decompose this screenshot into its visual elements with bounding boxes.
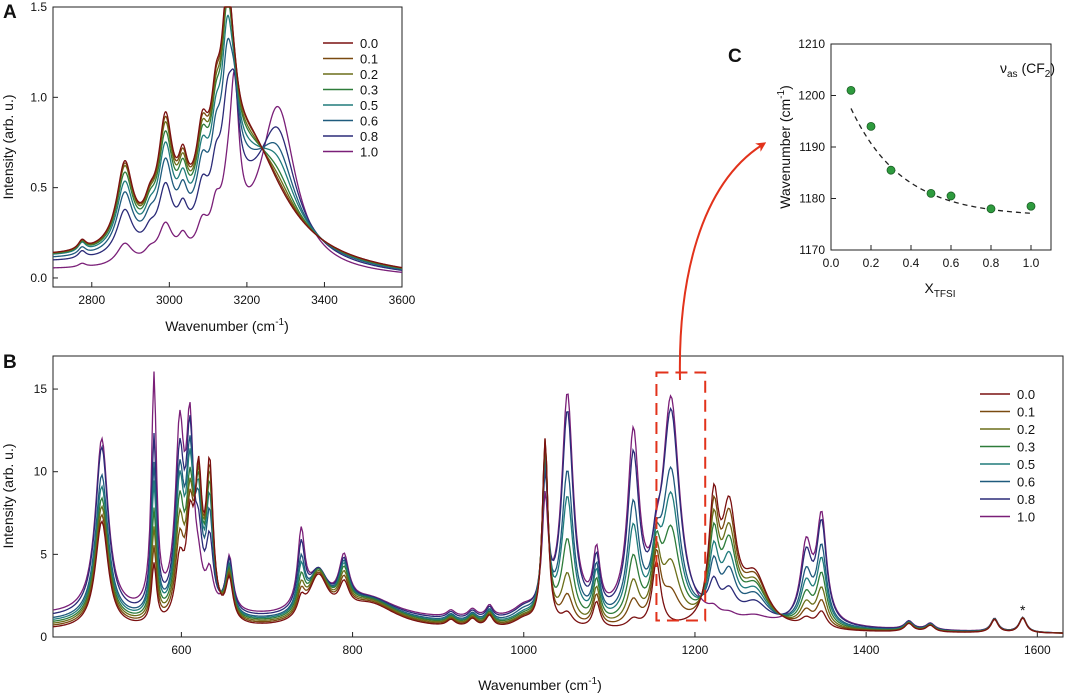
chart-c-xtick-label: 1.0 — [1023, 256, 1040, 270]
chart-c-point — [886, 165, 896, 175]
panel-letter-b: B — [3, 352, 17, 373]
chart-b-legend-label: 0.0 — [1017, 387, 1035, 402]
chart-a-legend-label: 1.0 — [360, 145, 378, 160]
chart-b-legend-label: 0.1 — [1017, 405, 1035, 420]
chart-a-legend-label: 0.0 — [360, 36, 378, 51]
chart-a-ytick-label: 0.0 — [30, 271, 47, 285]
chart-c-xtick-label: 0.8 — [983, 256, 1000, 270]
chart-b-xtick-label: 800 — [343, 643, 363, 657]
chart-b-xtick-label: 1600 — [1024, 643, 1051, 657]
chart-a-legend-label: 0.2 — [360, 67, 378, 82]
fit-curve — [850, 108, 1032, 214]
chart-c-ytick-label: 1170 — [799, 243, 825, 257]
chart-a-xtick-label: 3400 — [311, 293, 338, 307]
chart-a-series-1.0 — [52, 70, 403, 273]
chart-c-xlabel: XTFSI — [924, 280, 955, 300]
chart-b-xtick-label: 1200 — [682, 643, 709, 657]
chart-b-legend-label: 0.6 — [1017, 475, 1035, 490]
chart-b-ytick-label: 5 — [40, 547, 47, 561]
chart-a-ytick-label: 0.5 — [30, 181, 47, 195]
chart-a-legend-label: 0.8 — [360, 129, 378, 144]
chart-a-series-0.1 — [52, 6, 403, 269]
chart-c-point — [846, 85, 856, 95]
chart-a-series-0.8 — [52, 68, 403, 271]
chart-a-series-0.6 — [52, 37, 403, 271]
chart-c-xtick-label: 0.2 — [863, 256, 880, 270]
chart-a-xtick-label: 3600 — [389, 293, 416, 307]
chart-c-ticks: 0.0 0.2 0.4 0.6 0.8 1.0 1170 1180 1190 1200 1210 — [798, 37, 1039, 270]
chart-b-ytick-label: 0 — [40, 630, 47, 644]
chart-b-ytick-label: 15 — [34, 382, 48, 396]
chart-a-ytick-label: 1.5 — [30, 0, 47, 14]
chart-c-point — [1026, 201, 1036, 211]
chart-a-xtick-label: 3000 — [156, 293, 183, 307]
chart-a-ytick-label: 1.0 — [30, 90, 47, 104]
chart-c-points — [846, 85, 1036, 214]
chart-c-point — [866, 122, 876, 131]
chart-a-ticks: 2800 3000 3200 3400 3600 0.0 0.5 1.0 1.5 — [30, 0, 415, 307]
chart-c-ytick-label: 1190 — [799, 140, 825, 154]
chart-c-ytick-label: 1200 — [798, 89, 825, 103]
chart-b-series-1.0 — [52, 371, 1064, 634]
chart-a-legend: 0.00.10.20.30.50.60.81.0 — [323, 36, 378, 160]
panel-letter-a: A — [3, 2, 17, 23]
chart-c-ylabel: Wavenumber (cm-1) — [776, 85, 793, 209]
chart-b-ytick-label: 10 — [34, 465, 48, 479]
chart-b-legend-label: 1.0 — [1017, 510, 1035, 525]
chart-c-annotation: νas (CF2) — [1000, 60, 1055, 80]
chart-b-series-0.0 — [52, 438, 1064, 634]
chart-c-xtick-label: 0.4 — [903, 256, 920, 270]
connector-arrow — [678, 142, 767, 381]
chart-b-ticks: 600 800 1000 1200 1400 1600 0 5 10 15 — [34, 382, 1051, 657]
chart-a-legend-label: 0.5 — [360, 98, 378, 113]
chart-b-ylabel: Intensity (arb. u.) — [0, 443, 16, 548]
chart-b-xtick-label: 600 — [171, 643, 191, 657]
chart-b-series — [52, 371, 1064, 634]
chart-c: 0.0 0.2 0.4 0.6 0.8 1.0 1170 1180 1190 1200 1210 ν… — [776, 37, 1055, 300]
chart-b-xlabel: Wavenumber (cm-1) — [478, 676, 602, 693]
panel-letter-c: C — [728, 46, 742, 67]
chart-a-series — [52, 6, 403, 273]
chart-a-legend-label: 0.1 — [360, 52, 378, 67]
chart-a-xlabel: Wavenumber (cm-1) — [165, 317, 289, 334]
chart-b-legend-label: 0.5 — [1017, 457, 1035, 472]
chart-a-xtick-label: 2800 — [78, 293, 105, 307]
chart-a-xtick-label: 3200 — [234, 293, 261, 307]
chart-b-xtick-label: 1400 — [853, 643, 880, 657]
chart-b-legend: 0.0 0.1 0.2 0.3 0.5 0.6 0.8 1.0 — [980, 387, 1035, 525]
chart-a-series-0.0 — [52, 6, 403, 269]
chart-b-frame — [52, 355, 1064, 638]
chart-b-legend-label: 0.2 — [1017, 422, 1035, 437]
chart-a-legend-label: 0.6 — [360, 114, 378, 129]
chart-c-point — [926, 188, 936, 198]
chart-a-ylabel: Intensity (arb. u.) — [0, 94, 16, 199]
chart-c-xtick-label: 0.6 — [943, 256, 960, 270]
chart-b-xtick-label: 1000 — [510, 643, 537, 657]
chart-b-legend-label: 0.8 — [1017, 492, 1035, 507]
chart-a-legend-label: 0.3 — [360, 83, 378, 98]
chart-c-ytick-label: 1180 — [799, 192, 825, 206]
chart-c-point — [946, 191, 956, 201]
asterisk-annotation: * — [1020, 602, 1026, 618]
chart-b-legend-label: 0.3 — [1017, 440, 1035, 455]
chart-c-point — [986, 204, 996, 214]
chart-c-xtick-label: 0.0 — [823, 256, 840, 270]
chart-c-ytick-label: 1210 — [798, 37, 825, 51]
